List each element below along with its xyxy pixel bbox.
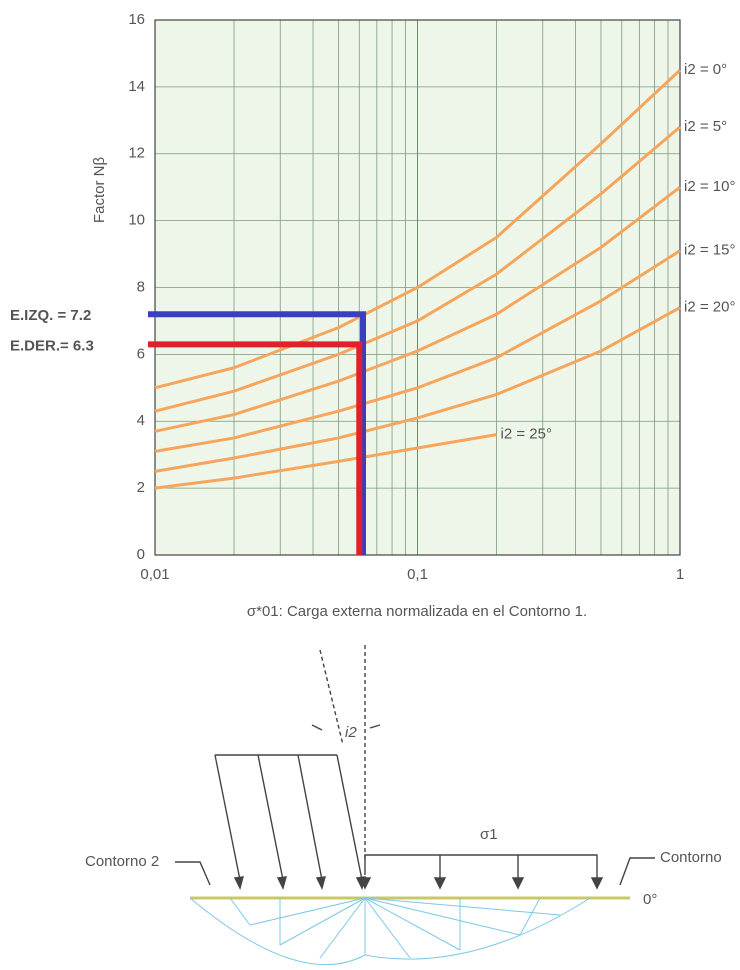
curve-label: i2 = 15° (684, 242, 735, 259)
x-tick-label: 0,01 (140, 566, 169, 583)
y-tick-label: 10 (128, 212, 145, 229)
inclined-arrows (215, 755, 365, 888)
y-tick-label: 4 (137, 412, 145, 429)
load-label: σ1 (480, 826, 498, 843)
angle-label: i2 (345, 724, 357, 741)
annotation-label: E.DER.= 6.3 (10, 337, 94, 354)
y-tick-label: 6 (137, 345, 145, 362)
left-boundary-label: Contorno 2 (85, 853, 159, 870)
y-tick-label: 12 (128, 145, 145, 162)
y-tick-label: 16 (128, 11, 145, 28)
vertical-arrows (360, 855, 602, 888)
diagram (175, 645, 655, 965)
annotation-label: E.IZQ. = 7.2 (10, 307, 91, 324)
curve-label: i2 = 10° (684, 178, 735, 195)
load-box (365, 855, 597, 880)
y-tick-label: 14 (128, 78, 145, 95)
y-tick-label: 2 (137, 479, 145, 496)
y-tick-label: 0 (137, 546, 145, 563)
left-leader (175, 862, 210, 885)
y-tick-label: 8 (137, 278, 145, 295)
right-boundary-label: Contorno (660, 849, 722, 866)
failure-fan (190, 898, 590, 965)
page: Factor Nβ σ*01: Carga externa normalizad… (0, 0, 740, 965)
y-axis-label: Factor Nβ (91, 157, 108, 224)
x-tick-label: 1 (676, 566, 684, 583)
right-angle-label: 0° (643, 891, 657, 908)
curve-label: i2 = 0° (684, 61, 727, 78)
x-tick-label: 0,1 (407, 566, 428, 583)
right-leader (620, 858, 655, 885)
inclined-ref (320, 650, 343, 745)
x-axis-label: σ*01: Carga externa normalizada en el Co… (247, 603, 587, 620)
curve-label: i2 = 20° (684, 299, 735, 316)
curve-label: i2 = 5° (684, 118, 727, 135)
curve-label: i2 = 25° (501, 426, 552, 443)
